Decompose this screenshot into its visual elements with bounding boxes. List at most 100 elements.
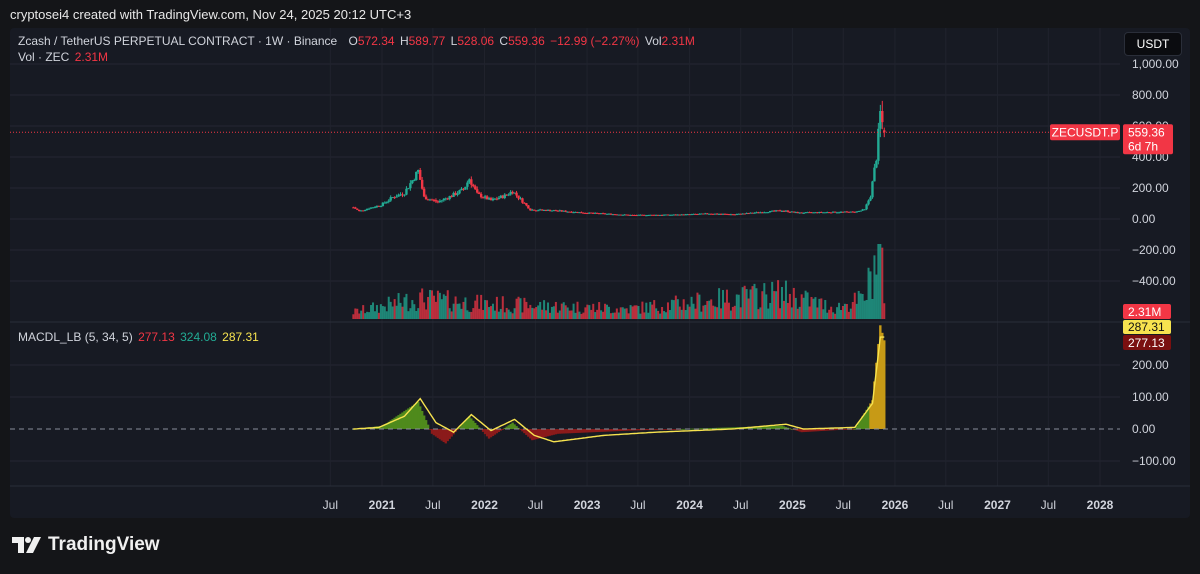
candle-body	[462, 188, 465, 190]
macd-histogram-bar	[574, 429, 577, 434]
candle-body	[745, 213, 748, 215]
candle-body	[519, 198, 522, 200]
candle-body	[574, 211, 577, 213]
volume-bar	[641, 301, 644, 319]
open-value: 572.34	[357, 34, 395, 48]
macd-histogram-bar	[767, 426, 770, 429]
macd-histogram-bar	[430, 429, 434, 434]
macd-histogram-bar	[597, 429, 601, 432]
candle-body	[871, 181, 874, 198]
volume-bar	[440, 299, 443, 319]
candle-body	[839, 211, 843, 213]
macd-value-1: 277.13	[138, 330, 175, 344]
candle-body	[566, 211, 569, 213]
volume-bar	[368, 312, 371, 319]
macd-histogram-bar	[599, 429, 603, 432]
macd-histogram-bar	[552, 429, 556, 435]
volume-bar	[873, 255, 876, 319]
candle-body	[476, 189, 479, 193]
volume-bar	[657, 310, 660, 319]
volume-bar	[751, 286, 754, 319]
candle-body	[715, 213, 719, 215]
macd-histogram-bar	[466, 418, 469, 429]
volume-bar	[488, 307, 491, 319]
macd-histogram-bar	[517, 427, 520, 429]
macd-histogram-bar	[662, 429, 666, 430]
volume-bar	[578, 311, 581, 319]
chart-panel[interactable]: −400.00−200.000.00200.00400.00600.00800.…	[10, 28, 1190, 518]
candle-body	[883, 130, 886, 133]
volume-bar	[611, 312, 614, 319]
volume-bar	[871, 298, 874, 319]
candle-body	[704, 213, 707, 215]
candle-body	[772, 210, 776, 212]
tradingview-branding[interactable]: TradingView	[12, 534, 160, 556]
volume-bar	[694, 308, 697, 319]
candle-body	[369, 207, 373, 209]
candle-body	[578, 212, 581, 214]
macd-histogram-bar	[379, 426, 383, 429]
macd-histogram-bar	[560, 429, 563, 434]
volume-bar	[550, 306, 553, 319]
macd-value-tag-bg	[1123, 335, 1171, 350]
macd-histogram-bar	[674, 429, 678, 430]
candle-body	[784, 210, 788, 212]
candle-body	[678, 214, 681, 216]
price-axis-label: −200.00	[1132, 243, 1176, 257]
candle-body	[814, 212, 817, 214]
candle-body	[556, 210, 560, 212]
macd-histogram-bar	[672, 429, 676, 430]
macd-value-2: 324.08	[180, 330, 217, 344]
volume-bar	[767, 308, 770, 319]
macd-histogram-bar	[566, 429, 569, 434]
candle-body	[442, 198, 445, 201]
time-axis-label: Jul	[1041, 498, 1056, 512]
chart-canvas[interactable]: −400.00−200.000.00200.00400.00600.00800.…	[10, 28, 1190, 518]
macd-histogram-bar	[507, 425, 510, 429]
macd-histogram-bar	[501, 429, 504, 430]
candle-body	[586, 213, 589, 215]
candle-body	[763, 212, 766, 214]
candle-body	[525, 203, 528, 206]
volume-bar	[769, 302, 772, 319]
symbol-tag: ZECUSDT.P	[1052, 125, 1119, 139]
macd-histogram-bar	[719, 427, 723, 429]
volume-bar	[511, 313, 514, 319]
volume-bar	[429, 289, 432, 319]
candle-body	[609, 213, 613, 215]
volume-bar	[851, 302, 854, 319]
volume-bar	[635, 305, 638, 319]
macd-histogram-bar	[434, 429, 438, 437]
candle-body	[806, 212, 809, 214]
macd-histogram-bar	[417, 401, 420, 429]
volume-indicator-label[interactable]: Vol · ZEC	[18, 50, 70, 64]
candle-body	[774, 210, 778, 212]
volume-bar	[609, 313, 612, 319]
volume-bar	[505, 307, 508, 319]
macd-histogram-bar	[407, 408, 410, 429]
symbol-title[interactable]: Zcash / TetherUS PERPETUAL CONTRACT · 1W…	[18, 34, 338, 48]
candle-body	[531, 209, 534, 211]
volume-bar	[855, 303, 858, 319]
candle-body	[361, 210, 365, 212]
volume-bar	[735, 294, 738, 319]
currency-button[interactable]: USDT	[1124, 32, 1182, 56]
macd-histogram-bar	[723, 427, 727, 429]
candle-body	[379, 206, 383, 208]
macd-histogram-bar	[385, 423, 388, 429]
volume-bar	[503, 312, 506, 319]
macd-histogram-bar	[765, 426, 768, 429]
price-axis-label: 1,000.00	[1132, 57, 1179, 71]
volume-bar	[366, 311, 369, 319]
macd-indicator-label[interactable]: MACDL_LB (5, 34, 5)	[18, 330, 133, 344]
macd-histogram-bar	[639, 429, 642, 431]
candle-body	[474, 186, 477, 190]
volume-bar	[818, 298, 821, 319]
macd-histogram-bar	[464, 420, 467, 429]
candle-body	[373, 207, 377, 209]
candle-body	[538, 209, 542, 211]
macd-histogram-bar	[753, 426, 756, 429]
candle-body	[751, 212, 754, 214]
volume-bar	[450, 311, 453, 319]
macd-histogram-bar	[529, 429, 532, 439]
